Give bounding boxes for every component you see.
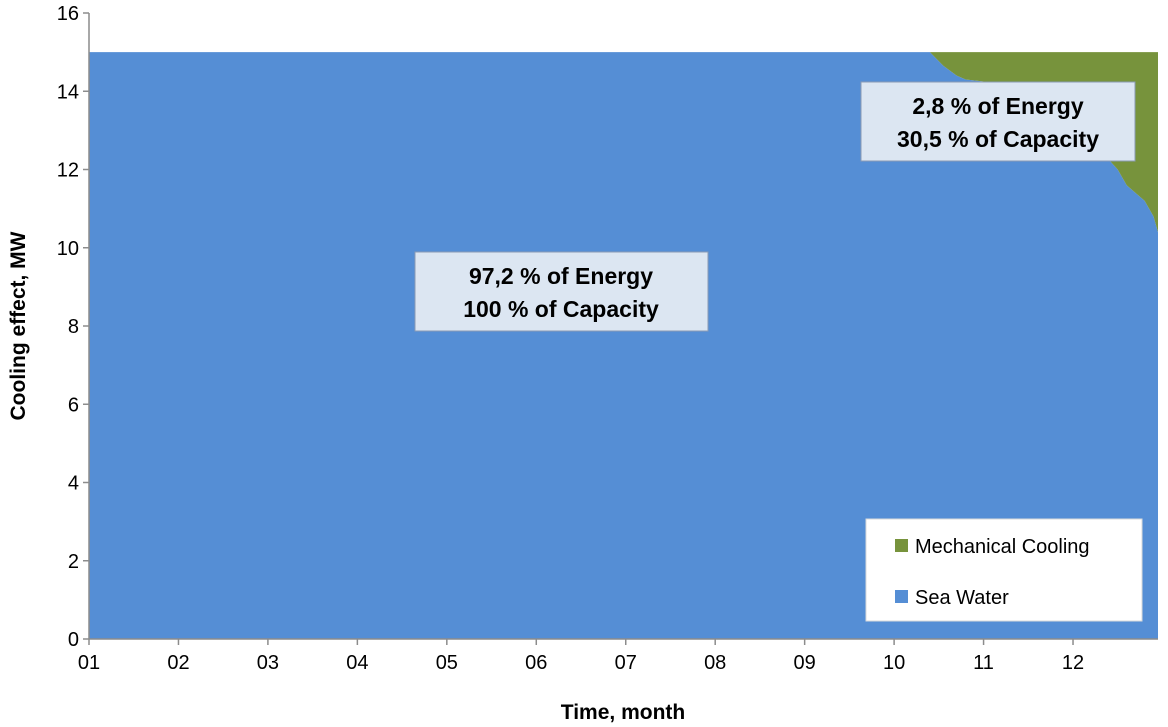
legend-swatch-mechanical-cooling [895,539,908,552]
y-tick-label: 12 [57,160,79,182]
x-tick-label: 07 [615,652,637,674]
legend-box [865,518,1143,622]
x-tick-label: 11 [973,652,994,674]
x-axis-title: Time, month [561,701,685,724]
legend-label-sea-water: Sea Water [915,587,1009,609]
y-tick-label: 14 [57,81,79,103]
annotation-mechanical-energy: 2,8 % of Energy [912,93,1083,119]
x-tick-label: 04 [346,652,368,674]
plot-area [89,52,1158,640]
y-tick-label: 0 [68,629,79,651]
x-tick-label: 01 [78,652,100,674]
x-tick-label: 06 [525,652,547,674]
legend: Mechanical Cooling Sea Water [865,518,1143,622]
y-tick-label: 16 [57,3,79,25]
y-tick-label: 2 [68,551,79,573]
x-tick-label: 08 [704,652,726,674]
x-tick-label: 05 [436,652,458,674]
annotation-seawater-capacity: 100 % of Capacity [463,296,659,322]
x-axis-ticks: 01 02 03 04 05 06 07 08 09 10 11 12 [78,639,1084,674]
sea-water-area [89,52,1158,640]
annotation-mechanical-box [860,81,1136,162]
legend-label-mechanical-cooling: Mechanical Cooling [915,536,1090,558]
y-axis-title: Cooling effect, MW [7,231,30,420]
x-tick-label: 10 [883,652,905,674]
y-tick-label: 6 [68,394,79,416]
annotation-seawater: 97,2 % of Energy 100 % of Capacity [414,251,709,332]
y-axis-ticks: 0 2 4 6 8 10 12 14 16 [57,3,89,651]
mechanical-cooling-area [89,52,1158,233]
y-tick-label: 4 [68,473,79,495]
x-tick-label: 09 [794,652,816,674]
y-tick-label: 10 [57,238,79,260]
y-tick-label: 8 [68,316,79,338]
annotation-mechanical: 2,8 % of Energy 30,5 % of Capacity [860,81,1136,162]
annotation-mechanical-capacity: 30,5 % of Capacity [897,126,1099,152]
x-tick-label: 03 [257,652,279,674]
x-tick-label: 12 [1062,652,1084,674]
annotation-seawater-energy: 97,2 % of Energy [469,263,653,289]
x-tick-label: 02 [167,652,189,674]
annotation-seawater-box [414,251,709,332]
legend-swatch-sea-water [895,590,908,603]
